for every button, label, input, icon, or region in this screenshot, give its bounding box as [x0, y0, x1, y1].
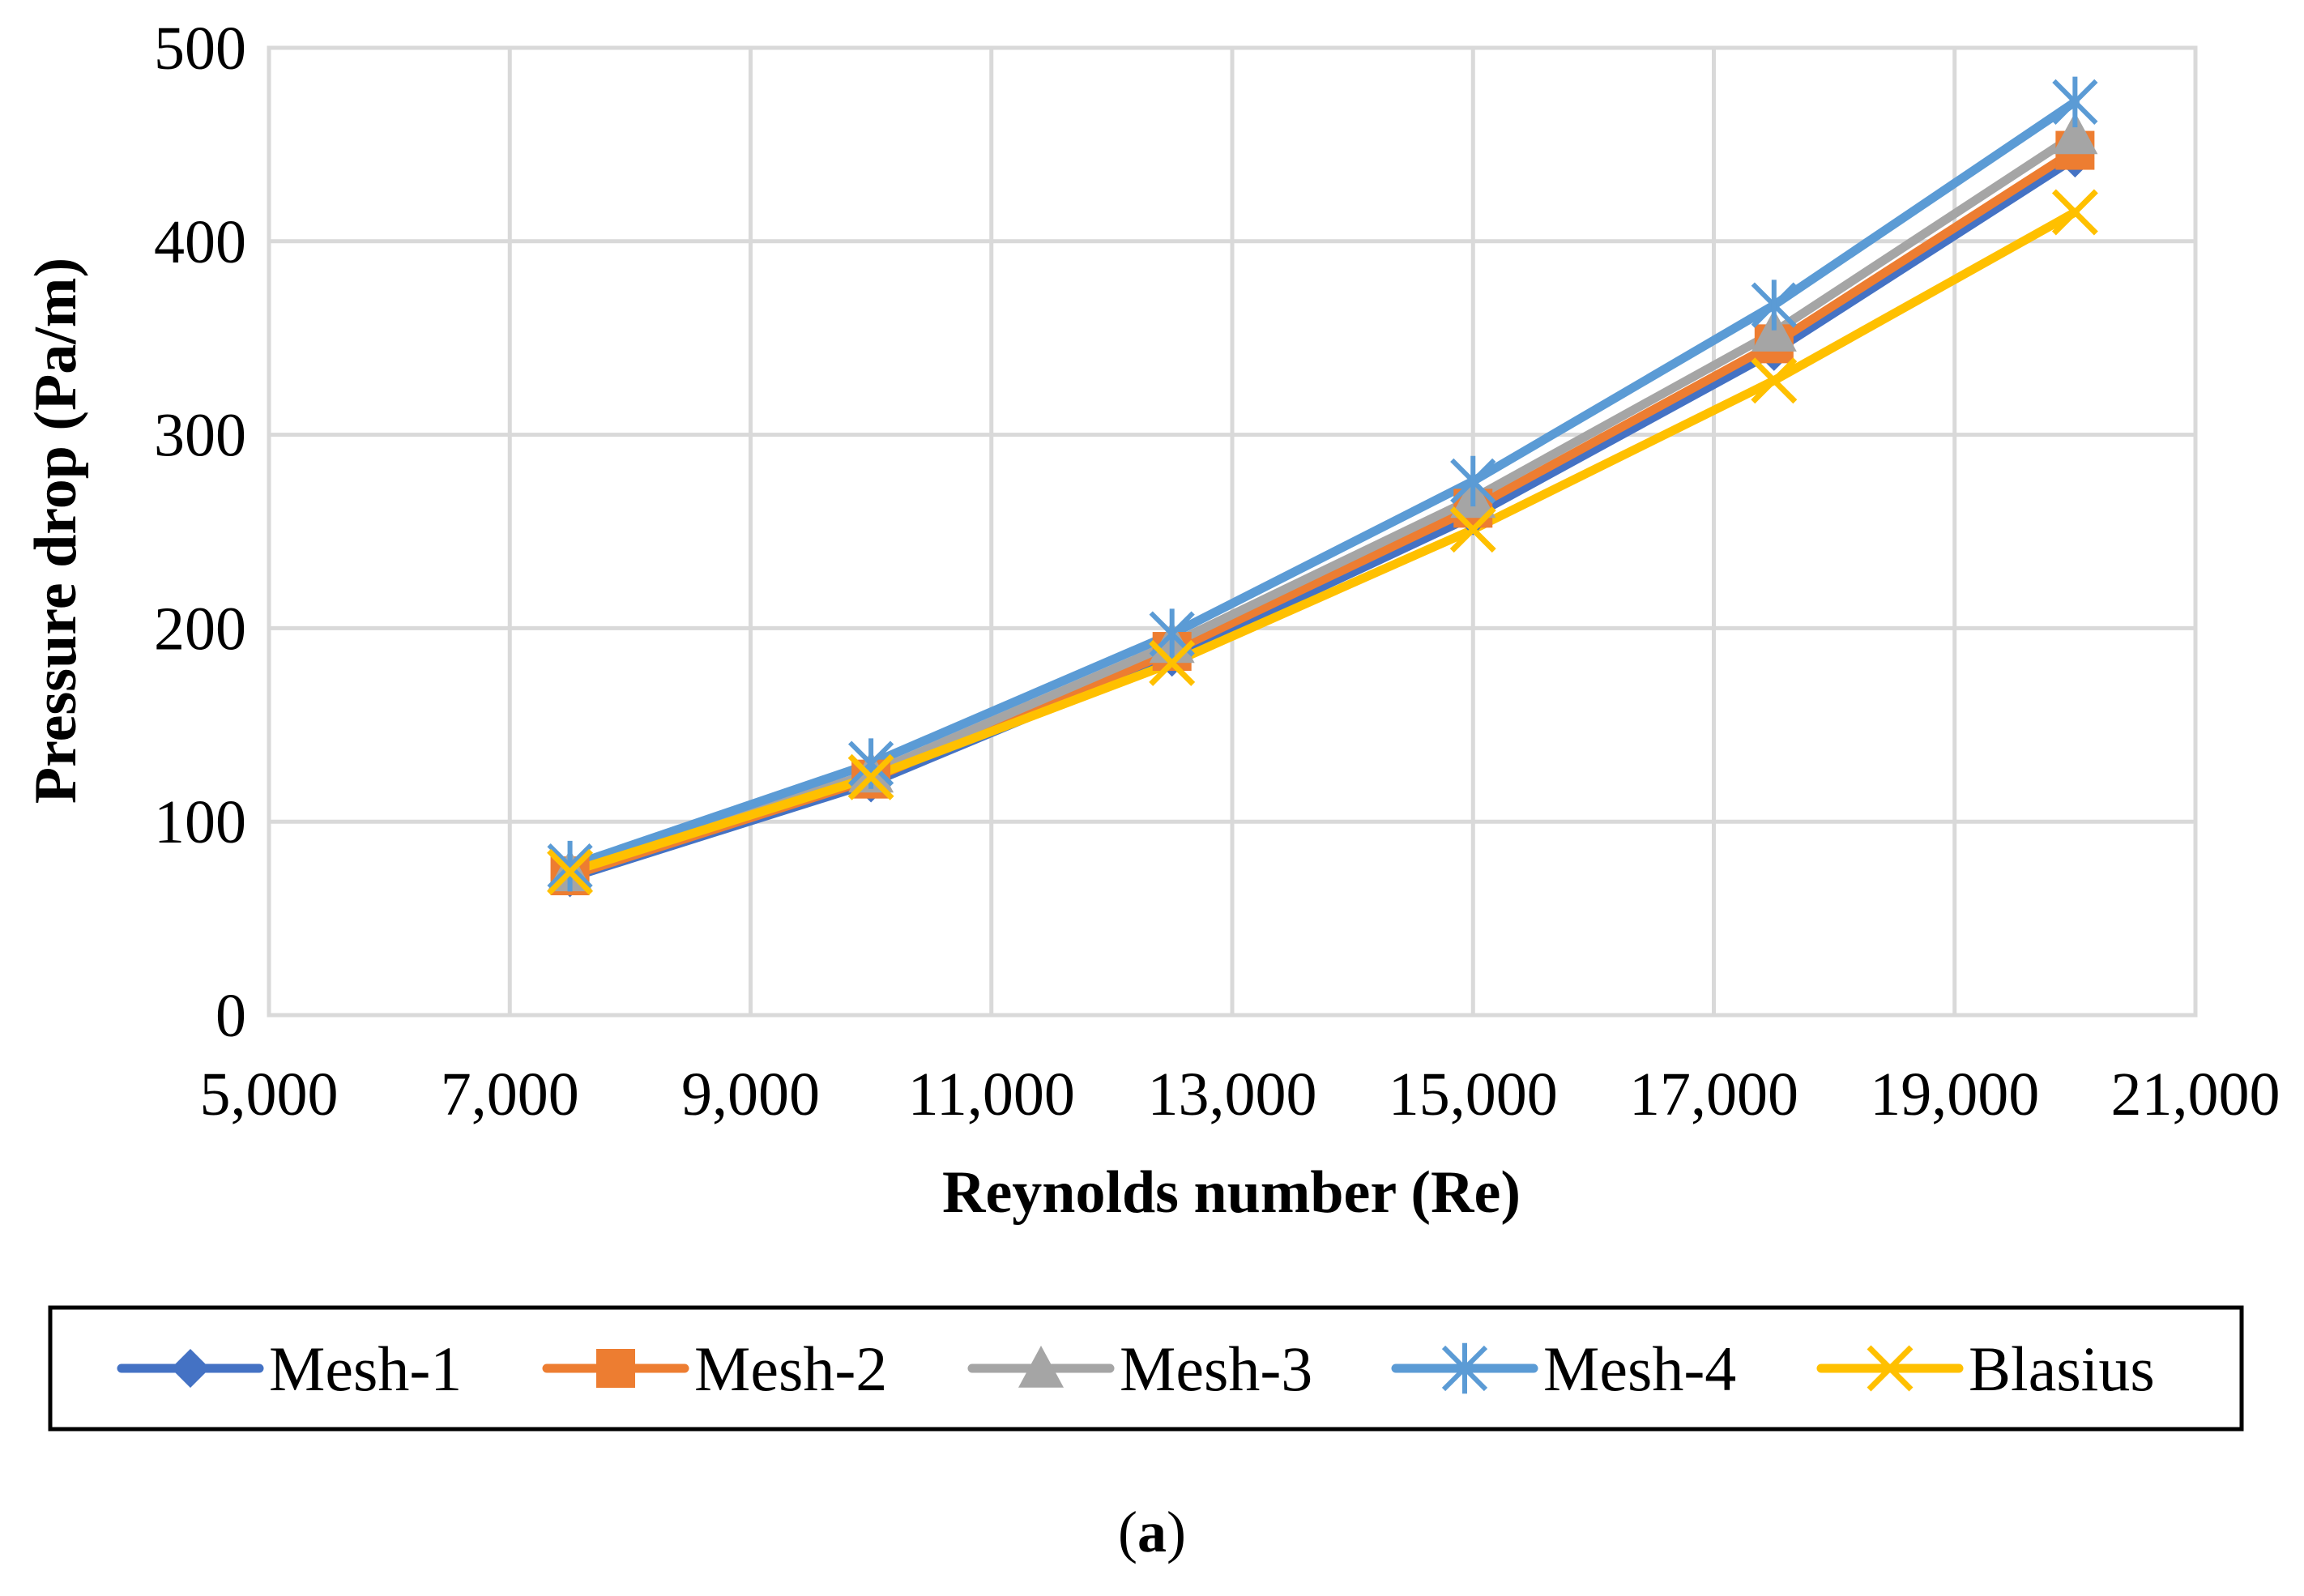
data-point-mesh-4	[2052, 76, 2098, 128]
legend-label: Blasius	[1969, 1334, 2155, 1404]
data-point-mesh-4	[547, 840, 593, 892]
x-tick-label: 19,000	[1870, 1060, 2039, 1129]
y-axis-title: Pressure drop (Pa/m)	[23, 258, 89, 804]
series-line-mesh-1	[565, 153, 2080, 882]
legend-marker	[1867, 1345, 1914, 1392]
x-tick-label: 13,000	[1148, 1060, 1317, 1129]
y-tick-label: 500	[154, 15, 246, 83]
data-point-blasius	[547, 848, 594, 895]
legend-marker	[171, 1349, 210, 1388]
data-point-blasius	[1149, 639, 1196, 686]
plot-area-border	[267, 45, 2198, 1018]
data-point-blasius	[2051, 189, 2098, 236]
y-tick-label: 0	[215, 982, 246, 1050]
legend-item-blasius: Blasius	[1816, 1334, 2155, 1404]
data-point-blasius	[1751, 357, 1798, 404]
caption-letter: a	[1137, 1500, 1167, 1564]
x-tick-label: 15,000	[1389, 1060, 1558, 1129]
legend-label: Mesh-4	[1543, 1334, 1736, 1404]
data-point-mesh-3	[2052, 112, 2098, 155]
caption-close-paren: )	[1167, 1500, 1186, 1564]
tick-labels: 0 100 200 300 400 500 5,000 7,000 9,000 11,000 13,…	[154, 15, 2281, 1129]
data-point-mesh-3	[1751, 309, 1797, 352]
grid	[267, 45, 2198, 1018]
caption-open-paren: (	[1118, 1500, 1137, 1564]
x-tick-label: 9,000	[681, 1060, 820, 1129]
legend-marker	[1018, 1346, 1064, 1388]
legend-label: Mesh-1	[269, 1334, 462, 1404]
data-point-mesh-4	[1751, 280, 1797, 331]
legend-marker	[1441, 1342, 1488, 1394]
x-axis-title: Reynolds number (Re)	[942, 1159, 1521, 1226]
series-line-blasius	[565, 207, 2080, 877]
x-tick-label: 21,000	[2111, 1060, 2281, 1129]
x-tick-label: 17,000	[1629, 1060, 1798, 1129]
x-tick-label: 5,000	[200, 1060, 339, 1129]
series-line-mesh-4	[565, 97, 2080, 871]
data-point-mesh-4	[1450, 455, 1496, 507]
y-tick-label: 200	[154, 595, 246, 663]
legend-marker	[596, 1349, 635, 1388]
legend-item-mesh-4: Mesh-4	[1391, 1334, 1736, 1404]
legend-item-mesh-3: Mesh-3	[967, 1334, 1312, 1404]
figure-caption: (a)	[1118, 1500, 1186, 1564]
series-markers	[547, 76, 2098, 898]
series-line-mesh-3	[565, 130, 2080, 877]
legend-label: Mesh-2	[694, 1334, 887, 1404]
legend: Mesh-1 Mesh-2 Mesh-3 Mesh-4 Blasius	[48, 1305, 2244, 1432]
y-tick-label: 400	[154, 208, 246, 276]
legend-item-mesh-2: Mesh-2	[542, 1334, 887, 1404]
x-tick-label: 11,000	[908, 1060, 1075, 1129]
y-tick-label: 100	[154, 788, 246, 856]
legend-label: Mesh-3	[1120, 1334, 1312, 1404]
data-point-blasius	[847, 753, 894, 800]
y-tick-label: 300	[154, 402, 246, 470]
x-tick-label: 7,000	[441, 1060, 579, 1129]
legend-item-mesh-1: Mesh-1	[117, 1334, 462, 1404]
data-point-blasius	[1449, 506, 1496, 553]
series-lines	[565, 97, 2080, 882]
